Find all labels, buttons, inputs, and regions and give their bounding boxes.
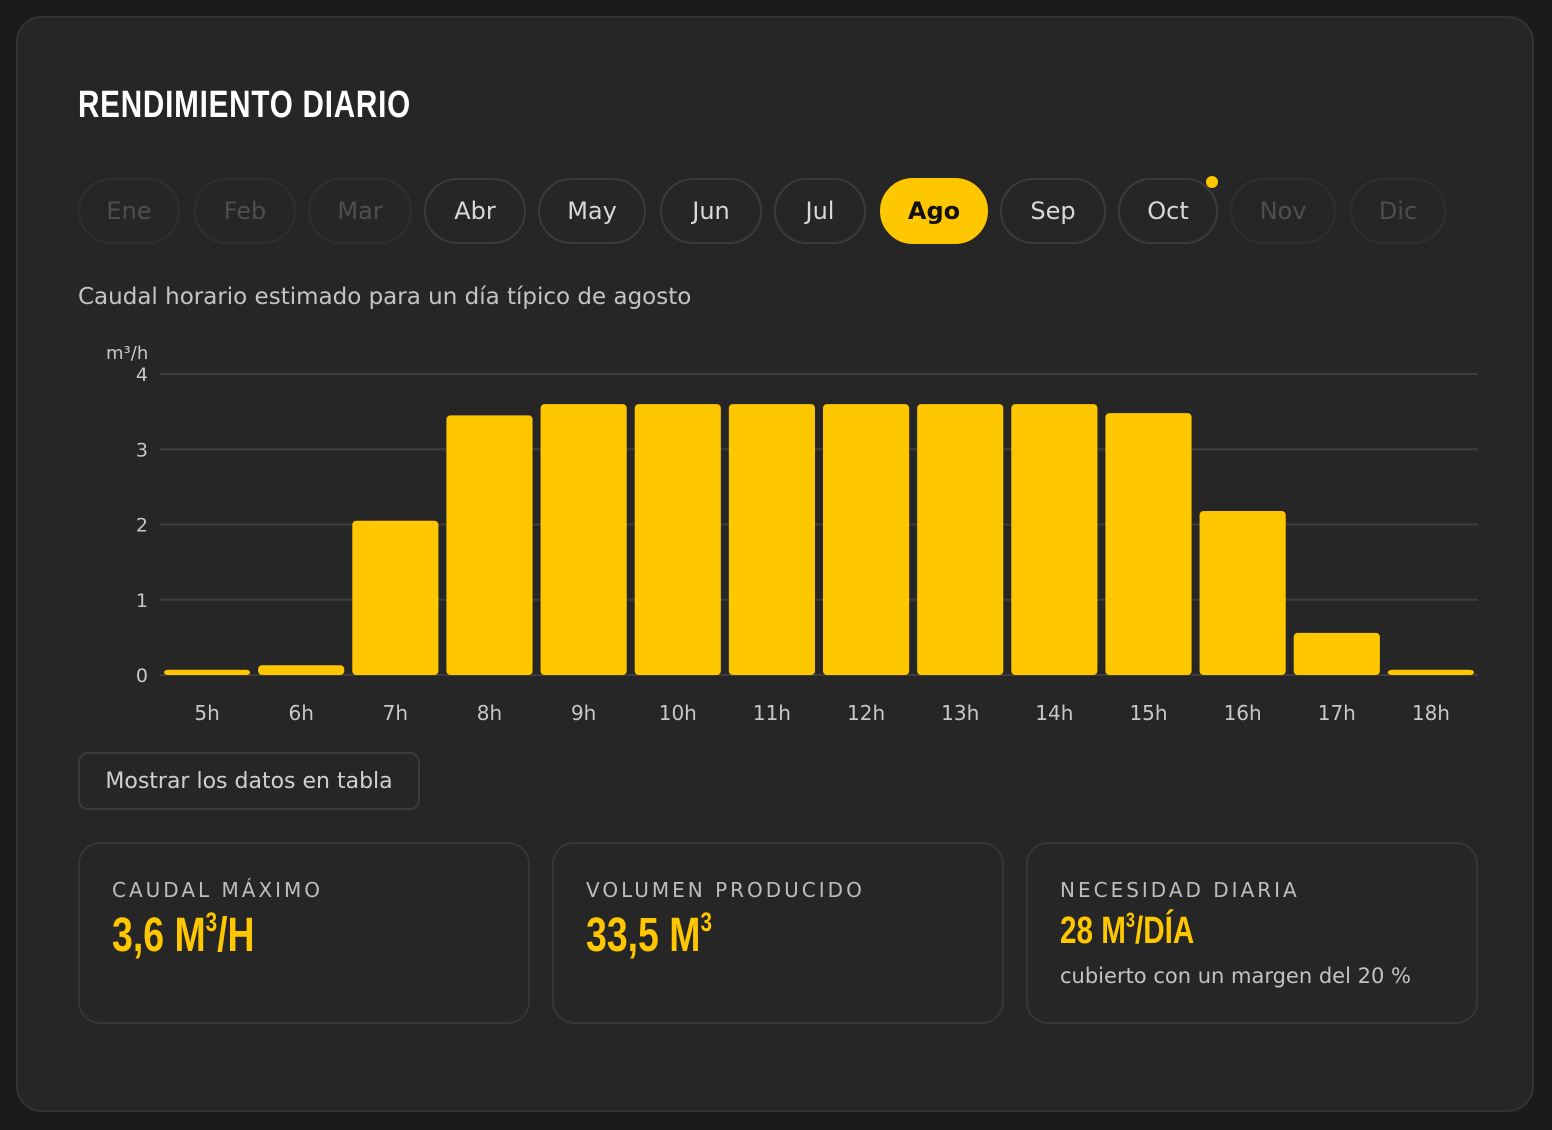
y-tick-label: 3 <box>136 439 148 461</box>
stat-volume-label: VOLUMEN PRODUCIDO <box>586 878 865 902</box>
x-tick-label-15h: 15h <box>1129 701 1167 725</box>
month-tab-feb: Feb <box>194 178 296 244</box>
y-axis-unit-label: m³/h <box>106 343 148 364</box>
bar-11h <box>728 404 815 675</box>
y-tick-label: 2 <box>136 515 148 537</box>
month-tab-sep[interactable]: Sep <box>1000 178 1106 244</box>
hourly-flow-bar-chart: m³/h 0 1 2 3 4 5h 6h 7h 8h 9h 10h 11h 12h 13h 14h 15h 16h… <box>106 343 1478 725</box>
x-tick-label-18h: 18h <box>1412 701 1450 725</box>
stat-peak-flow: CAUDAL MÁXIMO 3,6 M3/H <box>78 842 530 1024</box>
bar-12h <box>823 404 910 675</box>
chart-subtitle: Caudal horario estimado para un día típi… <box>78 284 692 310</box>
month-tab-abr[interactable]: Abr <box>424 178 526 244</box>
y-tick-label: 0 <box>136 665 148 687</box>
x-tick-label-14h: 14h <box>1035 701 1073 725</box>
x-tick-label-11h: 11h <box>753 701 791 725</box>
current-month-indicator-dot <box>1206 176 1218 188</box>
stat-daily-need-value: 28 M3/DÍA <box>1060 909 1195 952</box>
month-tab-jul[interactable]: Jul <box>774 178 866 244</box>
x-tick-label-10h: 10h <box>659 701 697 725</box>
stat-peak-flow-label: CAUDAL MÁXIMO <box>112 878 324 902</box>
month-tab-mar: Mar <box>308 178 412 244</box>
month-tab-nov: Nov <box>1230 178 1336 244</box>
x-tick-label-12h: 12h <box>847 701 885 725</box>
x-tick-label-9h: 9h <box>571 701 596 725</box>
month-tab-may[interactable]: May <box>538 178 646 244</box>
x-tick-label-16h: 16h <box>1224 701 1262 725</box>
show-table-button[interactable]: Mostrar los datos en tabla <box>78 752 420 810</box>
month-tab-jun[interactable]: Jun <box>660 178 762 244</box>
stat-peak-flow-value: 3,6 M3/H <box>112 907 255 962</box>
y-tick-label: 4 <box>136 364 148 386</box>
bar-9h <box>540 404 627 675</box>
month-tab-dic: Dic <box>1350 178 1446 244</box>
month-tab-ago[interactable]: Ago <box>880 178 988 244</box>
bar-14h <box>1011 404 1098 675</box>
bar-6h <box>258 665 345 675</box>
bar-13h <box>917 404 1004 675</box>
x-tick-label-7h: 7h <box>383 701 408 725</box>
bar-7h <box>352 520 439 675</box>
stat-volume-value: 33,5 M3 <box>586 907 712 962</box>
x-tick-label-13h: 13h <box>941 701 979 725</box>
card-title: RENDIMIENTO DIARIO <box>78 84 411 126</box>
bar-18h <box>1387 669 1474 675</box>
bar-16h <box>1199 510 1286 675</box>
stat-volume-produced: VOLUMEN PRODUCIDO 33,5 M3 <box>552 842 1004 1024</box>
stat-daily-need: NECESIDAD DIARIA 28 M3/DÍA cubierto con … <box>1026 842 1478 1024</box>
month-tab-oct[interactable]: Oct <box>1118 178 1218 244</box>
bar-10h <box>634 404 721 675</box>
stat-daily-need-note: cubierto con un margen del 20 % <box>1060 964 1411 988</box>
x-tick-label-8h: 8h <box>477 701 502 725</box>
x-tick-label-6h: 6h <box>289 701 314 725</box>
bar-17h <box>1293 632 1380 675</box>
bar-15h <box>1105 413 1192 675</box>
bar-8h <box>446 415 533 675</box>
stat-daily-need-label: NECESIDAD DIARIA <box>1060 878 1300 902</box>
y-tick-label: 1 <box>136 590 148 612</box>
bar-5h <box>164 669 251 675</box>
month-tab-ene: Ene <box>78 178 180 244</box>
daily-performance-card: RENDIMIENTO DIARIO Ene Feb Mar Abr May Jun Jul… <box>16 16 1534 1112</box>
x-tick-label-17h: 17h <box>1318 701 1356 725</box>
x-tick-label-5h: 5h <box>194 701 219 725</box>
